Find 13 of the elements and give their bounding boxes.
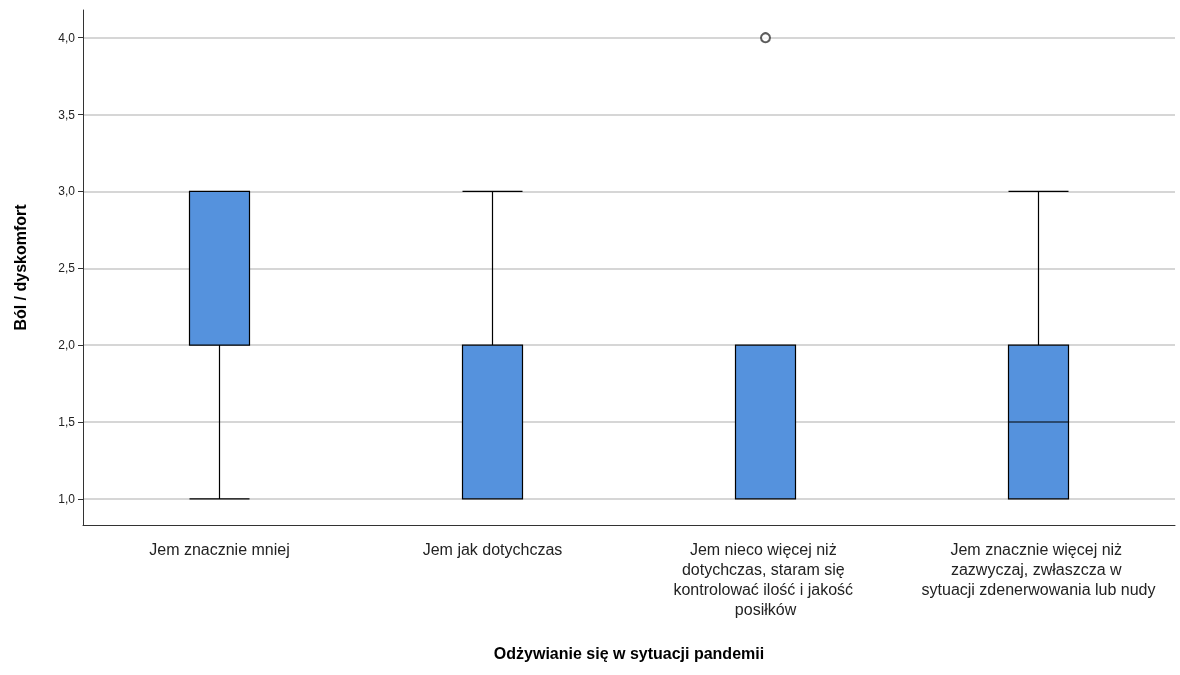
x-tick-label: Jem jak dotychczas <box>422 540 563 558</box>
x-tick-label: Jem znacznie więcej niż zazwyczaj, zwłaszcza w sytuacji zdenerwowania lub nudy <box>921 540 1156 598</box>
y-axis-title: Ból / dyskomfort <box>11 203 29 331</box>
y-tick-label: 3,0 <box>58 184 76 199</box>
y-tick-label: 1,0 <box>58 491 76 506</box>
y-tick-label: 2,0 <box>58 338 76 353</box>
y-tick-label: 2,5 <box>58 261 76 276</box>
y-tick-label: 4,0 <box>58 30 76 45</box>
y-tick-label: 3,5 <box>58 107 76 122</box>
x-tick-label: Jem nieco więcej niż dotychczas, staram się kontrolować ilość i jakość posiłków <box>673 540 858 618</box>
x-axis-title: Odżywianie się w sytuacji pandemii <box>493 644 765 662</box>
x-tick-label: Jem znacznie mniej <box>149 540 290 558</box>
y-tick-label: 1,5 <box>58 415 76 429</box>
